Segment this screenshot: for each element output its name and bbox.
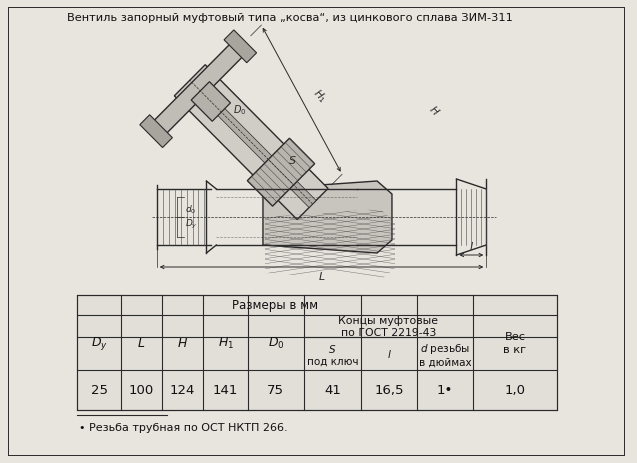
Bar — [78, 295, 557, 410]
Polygon shape — [191, 82, 231, 122]
Text: $H$: $H$ — [427, 102, 442, 117]
Text: 141: 141 — [213, 384, 238, 397]
Text: 16,5: 16,5 — [374, 384, 404, 397]
Text: 41: 41 — [324, 384, 341, 397]
Polygon shape — [247, 139, 315, 206]
Text: $D_y$: $D_y$ — [91, 334, 108, 351]
Text: Вес
в кг: Вес в кг — [503, 332, 527, 354]
Text: 124: 124 — [170, 384, 196, 397]
Text: $D_0$: $D_0$ — [268, 335, 284, 350]
Text: 1•: 1• — [437, 384, 454, 397]
Text: $H_1$: $H_1$ — [218, 335, 234, 350]
Text: $S$
под ключ: $S$ под ключ — [306, 342, 358, 365]
Text: Вентиль запорный муфтовый типа „косва“, из цинкового сплава ЗИМ-311: Вентиль запорный муфтовый типа „косва“, … — [68, 13, 513, 23]
Text: 100: 100 — [129, 384, 154, 397]
Text: $d$ резьбы
в дюймах: $d$ резьбы в дюймах — [419, 341, 471, 367]
Text: $d_0$: $d_0$ — [185, 203, 196, 216]
Text: 75: 75 — [268, 384, 284, 397]
Text: $l$: $l$ — [387, 348, 391, 360]
Polygon shape — [197, 88, 316, 208]
Polygon shape — [263, 181, 392, 253]
Text: • Резьба трубная по ОСТ НКТП 266.: • Резьба трубная по ОСТ НКТП 266. — [80, 422, 288, 432]
Polygon shape — [140, 115, 173, 148]
Text: S: S — [289, 156, 296, 166]
Polygon shape — [150, 41, 247, 138]
Text: Концы муфтовые
по ГОСТ 2219-43: Концы муфтовые по ГОСТ 2219-43 — [338, 315, 438, 338]
Text: 1,0: 1,0 — [505, 384, 526, 397]
Polygon shape — [175, 66, 328, 220]
Polygon shape — [224, 31, 257, 63]
Text: $H$: $H$ — [177, 336, 188, 349]
Text: $H_1$: $H_1$ — [310, 86, 329, 105]
Text: $D_y$: $D_y$ — [185, 217, 197, 230]
Text: $D_0$: $D_0$ — [233, 103, 247, 117]
Text: L: L — [318, 271, 325, 282]
Text: 25: 25 — [90, 384, 108, 397]
Text: l: l — [469, 242, 473, 251]
Text: $L$: $L$ — [138, 336, 145, 349]
Text: Размеры в мм: Размеры в мм — [233, 299, 318, 312]
